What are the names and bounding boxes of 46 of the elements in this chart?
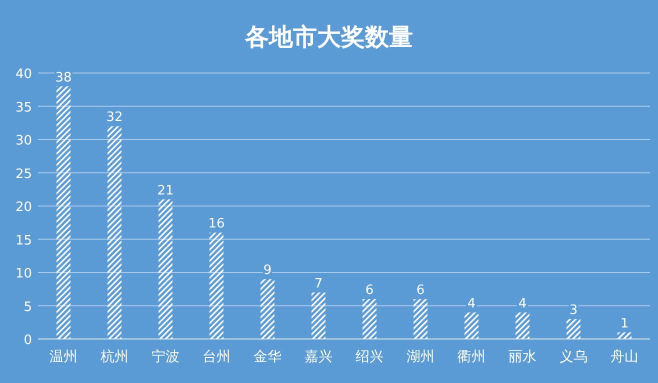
x-tick-label: 宁波: [152, 349, 180, 365]
x-tick-label: 绍兴: [356, 349, 384, 365]
x-tick-label: 湖州: [406, 349, 434, 365]
bar: [566, 319, 580, 339]
data-label: 9: [263, 263, 272, 278]
data-label: 6: [416, 283, 425, 298]
data-label: 4: [467, 296, 476, 312]
x-tick-label: 金华: [254, 349, 282, 365]
x-tick-label: 舟山: [610, 349, 638, 365]
x-tick-label: 衢州: [458, 349, 486, 365]
y-tick-label: 5: [24, 300, 32, 315]
bar: [108, 126, 122, 339]
chart-title: 各地市大奖数量: [244, 23, 413, 51]
data-label: 38: [55, 70, 72, 86]
bar: [56, 86, 70, 339]
bar: [516, 312, 530, 339]
y-tick-label: 40: [15, 67, 32, 82]
y-tick-label: 20: [15, 200, 32, 215]
data-label: 1: [620, 316, 629, 332]
x-tick-label: 杭州: [100, 349, 128, 365]
x-tick-label: 嘉兴: [304, 349, 332, 365]
bar: [260, 279, 274, 339]
data-label: 32: [106, 110, 123, 126]
y-tick-label: 10: [15, 266, 32, 282]
data-label: 6: [365, 283, 374, 298]
data-label: 7: [314, 276, 323, 292]
bar: [362, 299, 376, 339]
data-label: 16: [208, 216, 225, 232]
bar: [312, 292, 326, 339]
x-tick-label: 丽水: [508, 349, 536, 365]
bar: [210, 232, 224, 339]
x-tick-label: 台州: [202, 349, 230, 365]
y-tick-label: 0: [24, 333, 32, 348]
bar: [618, 332, 632, 339]
bar: [158, 199, 172, 339]
y-tick-label: 15: [15, 233, 32, 248]
data-label: 4: [518, 296, 527, 312]
bar: [464, 312, 478, 339]
data-label: 3: [569, 303, 578, 318]
y-tick-label: 30: [15, 134, 32, 148]
y-tick-label: 25: [15, 166, 32, 182]
x-tick-label: 温州: [50, 349, 78, 365]
y-tick-label: 35: [15, 100, 32, 116]
data-label: 21: [157, 183, 174, 198]
x-tick-label: 义乌: [560, 349, 588, 365]
bar: [414, 299, 428, 339]
